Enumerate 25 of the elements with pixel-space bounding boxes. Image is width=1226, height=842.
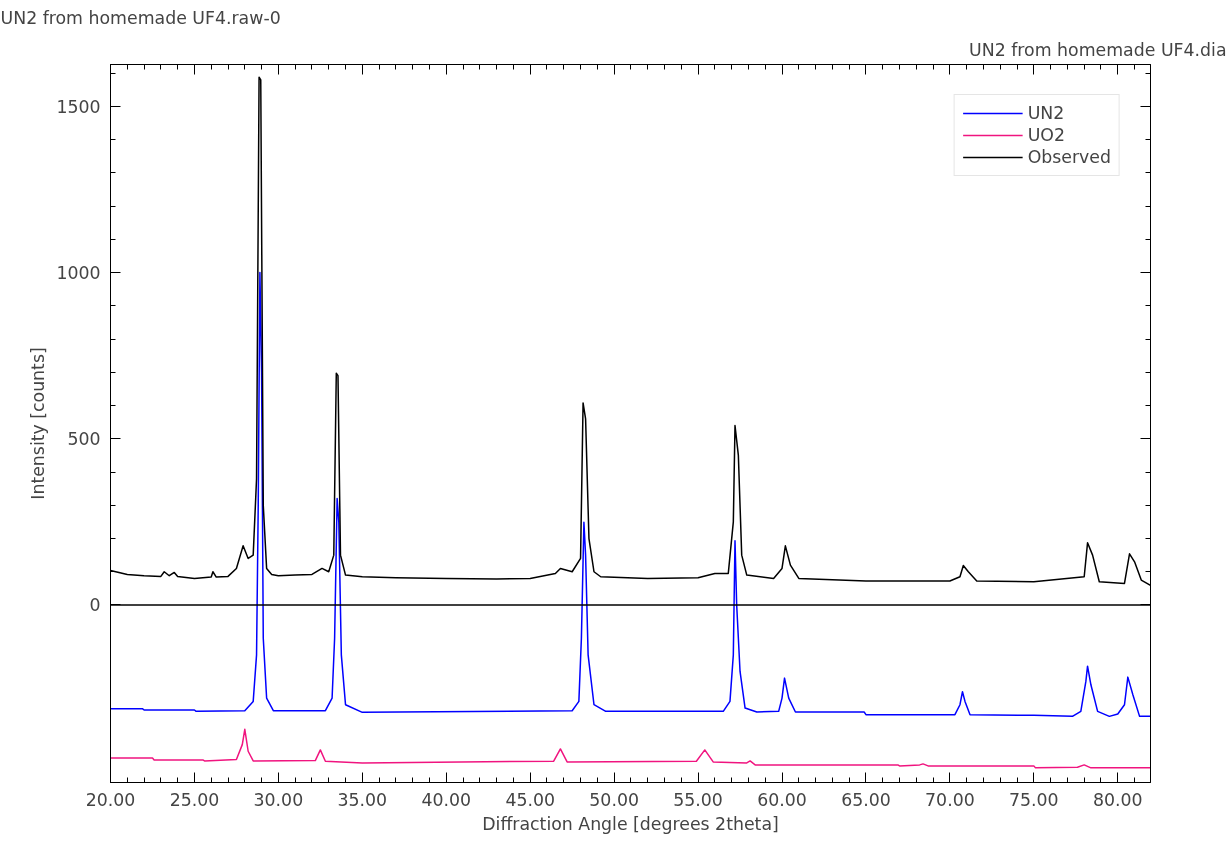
x-tick-label: 65.00 (841, 789, 891, 810)
y-tick-label: 1000 (56, 263, 101, 284)
x-tick-label: 25.00 (169, 789, 220, 810)
x-axis-title: Diffraction Angle [degrees 2theta] (482, 813, 779, 834)
x-tick-label: 45.00 (505, 789, 555, 810)
x-tick-label: 55.00 (673, 789, 723, 810)
x-tick-label: 30.00 (253, 789, 304, 810)
x-tick-label: 50.00 (589, 789, 639, 810)
x-tick-label: 80.00 (1092, 789, 1143, 810)
y-tick-label: 500 (67, 429, 101, 450)
text: UN2 from homemade UF4.dia (969, 39, 1226, 60)
chart-title: UN2 from homemade UF4.raw-0 (0, 7, 281, 28)
x-tick-label: 70.00 (925, 789, 975, 810)
y-axis-title: Intensity [counts] (28, 347, 49, 500)
x-tick-label: 60.00 (757, 789, 807, 810)
legend-label: UN2 (1027, 103, 1065, 123)
x-tick-label: 40.00 (421, 789, 472, 810)
x-tick-label: 20.00 (85, 789, 136, 810)
line-series (110, 728, 1151, 769)
legend-label: Observed (1027, 147, 1111, 167)
legend-label: UO2 (1027, 125, 1065, 145)
x-tick-label: 35.00 (337, 789, 388, 810)
x-tick-label: 75.00 (1009, 789, 1059, 810)
y-tick-label: 0 (89, 595, 101, 616)
y-tick-label: 1500 (56, 96, 101, 117)
